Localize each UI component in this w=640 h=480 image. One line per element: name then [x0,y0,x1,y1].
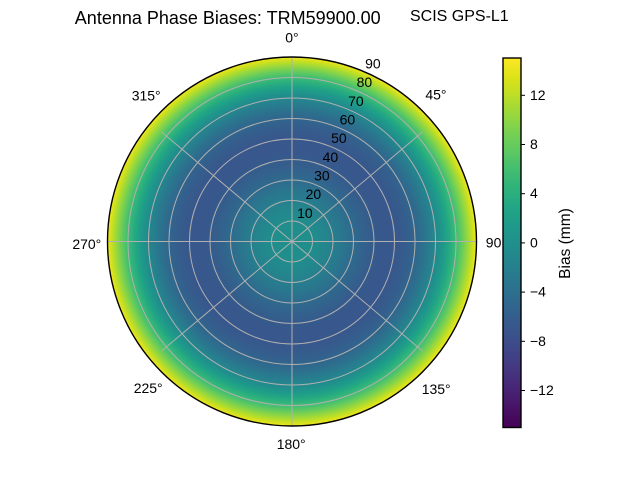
svg-text:20: 20 [306,186,322,202]
svg-text:12: 12 [530,87,546,103]
svg-text:40: 40 [323,149,339,165]
svg-text:45°: 45° [425,86,446,102]
svg-text:0: 0 [530,234,538,250]
svg-text:70: 70 [348,93,364,109]
svg-text:Bias (mm): Bias (mm) [557,208,574,279]
svg-text:4: 4 [530,185,538,201]
svg-text:10: 10 [297,205,313,221]
svg-text:90: 90 [486,234,502,250]
svg-text:50: 50 [331,130,347,146]
svg-text:180°: 180° [277,436,306,452]
svg-text:60: 60 [340,112,356,128]
svg-text:0°: 0° [285,29,298,45]
svg-text:225°: 225° [134,380,163,396]
svg-text:−8: −8 [530,333,546,349]
svg-text:315°: 315° [132,87,161,103]
svg-text:30: 30 [314,168,330,184]
svg-text:90: 90 [365,56,381,72]
svg-text:−4: −4 [530,284,546,300]
svg-text:−12: −12 [530,382,554,398]
svg-text:80: 80 [357,74,373,90]
svg-text:135°: 135° [422,381,451,397]
svg-text:8: 8 [530,136,538,152]
svg-text:270°: 270° [72,236,101,252]
